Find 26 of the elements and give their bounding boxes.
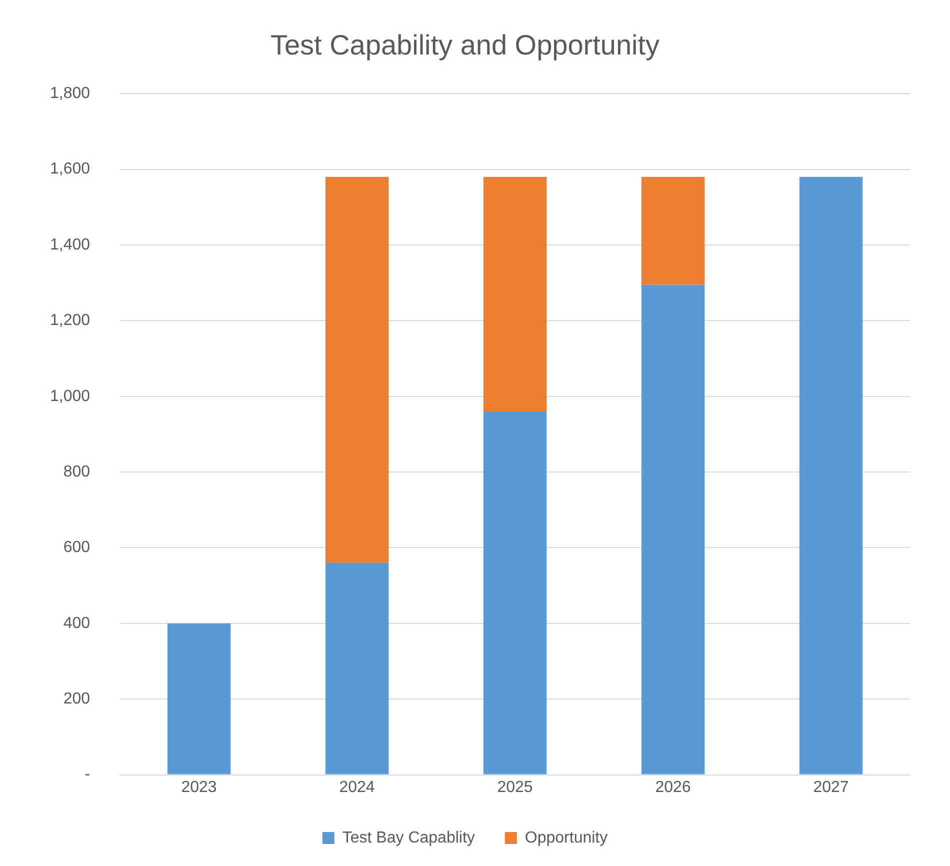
bar	[483, 411, 547, 774]
bar	[325, 562, 389, 774]
bar	[483, 176, 547, 412]
bar	[641, 176, 705, 285]
x-tick-label: 2025	[497, 778, 533, 796]
y-tick-label: 800	[63, 463, 90, 480]
legend-label: Opportunity	[524, 829, 608, 846]
y-tick-label: 1,000	[50, 388, 90, 405]
y-tick-label: 400	[63, 614, 90, 632]
bar	[799, 176, 863, 774]
y-tick-label: 1,600	[50, 160, 90, 178]
bar	[167, 623, 231, 774]
y-tick-label: -	[84, 766, 90, 784]
y-tick-label: 1,200	[50, 312, 90, 330]
bar	[641, 284, 705, 774]
y-tick-label: 1,400	[50, 236, 90, 254]
y-tick-label: 1,800	[50, 85, 90, 102]
chart-title: Test Capability and Opportunity	[270, 30, 660, 61]
x-tick-label: 2024	[339, 778, 375, 796]
bar	[325, 176, 389, 563]
y-tick-label: 200	[63, 690, 90, 708]
x-tick-label: 2023	[181, 778, 217, 796]
x-tick-label: 2026	[655, 778, 691, 796]
y-tick-label: 600	[63, 539, 90, 556]
legend-label: Test Bay Capablity	[342, 829, 475, 846]
x-tick-label: 2027	[813, 778, 849, 796]
